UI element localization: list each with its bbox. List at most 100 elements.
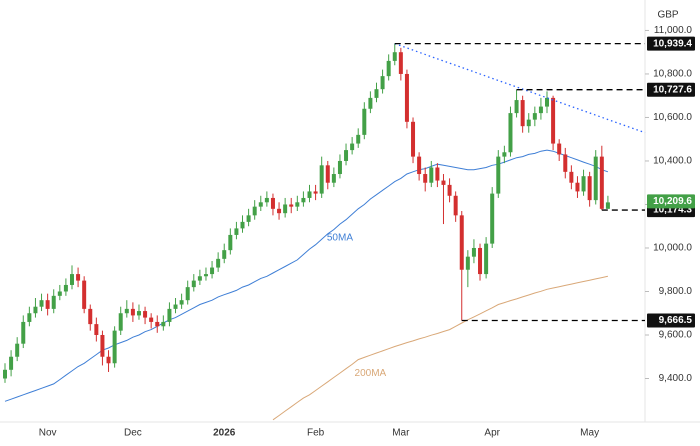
candle-body — [411, 121, 416, 157]
candle-body — [51, 295, 56, 309]
candle-body — [465, 256, 470, 270]
level-label: 10,939.4 — [653, 38, 692, 49]
x-tick-label: Feb — [307, 428, 325, 439]
candle-body — [76, 274, 81, 281]
candle-body — [270, 197, 275, 209]
moving-average-label: 200MA — [355, 368, 387, 379]
candle-body — [136, 311, 141, 316]
candle-body — [538, 106, 543, 114]
candle-body — [167, 308, 172, 322]
candle-body — [185, 287, 190, 301]
candle-body — [490, 193, 495, 244]
candle-body — [435, 167, 440, 181]
candle-body — [496, 156, 501, 194]
candle-body — [234, 228, 239, 235]
candle-body — [39, 300, 44, 307]
candle-body — [130, 308, 135, 316]
candle-body — [599, 156, 604, 209]
candle-body — [337, 160, 342, 175]
x-tick-label: 2026 — [213, 428, 236, 439]
candle-body — [222, 250, 227, 259]
candle-body — [277, 208, 282, 214]
moving-average-line — [272, 275, 609, 421]
y-tick-label: 10,600.0 — [653, 112, 692, 123]
candle-body — [557, 143, 562, 155]
candle-body — [423, 174, 428, 183]
candle-body — [526, 119, 531, 127]
candle-body — [124, 308, 129, 314]
y-tick-label: 10,000.0 — [653, 243, 692, 254]
level-label-box — [647, 313, 695, 328]
candle-body — [386, 60, 391, 77]
candle-body — [3, 369, 7, 379]
candle-body — [331, 174, 336, 183]
candle-body — [551, 97, 556, 144]
candle-body — [301, 197, 306, 203]
candle-body — [252, 206, 257, 216]
candle-body — [82, 280, 87, 309]
trendline — [394, 43, 646, 134]
candle-body — [587, 176, 592, 201]
candle-body — [520, 100, 525, 127]
level-label: 9,666.5 — [659, 315, 693, 326]
candle-body — [57, 291, 62, 296]
candle-body — [15, 343, 20, 357]
candle-body — [228, 234, 233, 251]
candle-body — [264, 197, 269, 203]
candle-body — [581, 176, 586, 192]
y-tick-label: 9,600.0 — [659, 330, 693, 341]
candle-body — [575, 182, 580, 192]
candle-body — [362, 108, 367, 135]
y-tick-label: 11,000.0 — [654, 25, 693, 36]
level-label: 10,174.3 — [653, 205, 692, 216]
candle-body — [106, 356, 111, 364]
candle-body — [33, 306, 38, 314]
candle-body — [429, 167, 434, 183]
level-label: 10,727.6 — [653, 84, 692, 95]
candle-body — [100, 334, 105, 357]
candle-body — [45, 300, 50, 309]
candle-body — [191, 280, 196, 288]
candle-body — [453, 195, 458, 216]
candle-body — [155, 321, 160, 327]
level-label-box — [647, 36, 695, 51]
candle-body — [569, 171, 574, 183]
candle-body — [258, 202, 263, 207]
candle-body — [508, 113, 513, 153]
candle-body — [118, 313, 123, 331]
moving-average-label: 50MA — [327, 233, 353, 244]
x-tick-label: Nov — [39, 428, 57, 439]
candle-body — [289, 204, 294, 207]
candle-body — [484, 243, 489, 275]
candle-body — [319, 165, 324, 194]
candle-body — [143, 311, 148, 318]
candle-body — [532, 113, 537, 120]
candle-body — [380, 76, 385, 90]
candle-body — [240, 221, 245, 229]
level-label-box — [647, 82, 695, 97]
moving-average-line — [4, 149, 609, 402]
x-tick-label: Mar — [392, 428, 410, 439]
candle-body — [398, 52, 403, 74]
candle-body — [63, 284, 68, 292]
candle-body — [173, 304, 178, 309]
candle-body — [404, 73, 409, 122]
currency-label: GBP — [657, 10, 678, 21]
candle-body — [325, 165, 330, 183]
candle-body — [514, 100, 519, 114]
x-tick-label: May — [580, 428, 599, 439]
candle-body — [197, 276, 202, 281]
y-tick-label: 10,800.0 — [653, 69, 692, 80]
candle-body — [69, 274, 74, 285]
candle-body — [368, 97, 373, 109]
candle-body — [88, 308, 93, 325]
y-tick-label: 10,400.0 — [653, 156, 692, 167]
candle-body — [605, 202, 610, 209]
candle-body — [149, 317, 154, 322]
candle-body — [21, 321, 26, 344]
candle-body — [502, 152, 507, 157]
candle-body — [441, 180, 446, 185]
candle-body — [471, 247, 476, 257]
